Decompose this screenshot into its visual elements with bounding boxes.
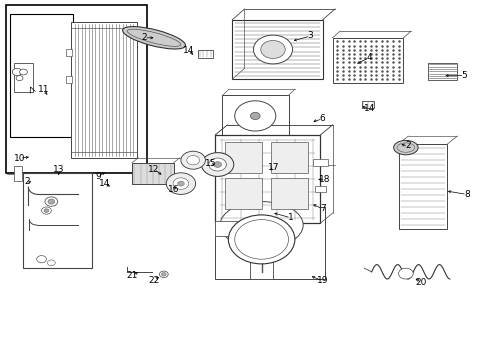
Bar (271, 142, 307, 173)
Bar (10, 14, 73, 137)
Text: 14: 14 (99, 179, 111, 188)
Text: 17: 17 (267, 163, 279, 172)
Bar (215, 207, 325, 279)
Ellipse shape (208, 158, 226, 171)
Ellipse shape (20, 69, 27, 75)
Ellipse shape (181, 151, 205, 169)
Text: 2: 2 (405, 141, 410, 150)
Bar (232, 20, 322, 79)
Ellipse shape (396, 143, 414, 152)
Bar (332, 38, 403, 83)
Ellipse shape (398, 268, 412, 279)
Text: 9: 9 (95, 172, 101, 181)
Bar (398, 144, 447, 229)
Text: 7: 7 (319, 204, 325, 213)
Text: 2: 2 (24, 177, 30, 186)
Ellipse shape (37, 256, 46, 263)
Ellipse shape (12, 68, 22, 76)
Bar (224, 178, 261, 209)
Text: 11: 11 (38, 85, 50, 94)
Bar (312, 159, 327, 166)
Ellipse shape (48, 199, 55, 204)
Bar (14, 166, 22, 181)
Bar (132, 163, 173, 184)
Bar (222, 95, 288, 137)
Bar (215, 221, 254, 236)
Bar (23, 173, 92, 268)
Text: 14: 14 (182, 46, 194, 55)
Text: 21: 21 (126, 271, 138, 280)
Bar (6, 5, 146, 173)
Text: 4: 4 (366, 53, 371, 62)
Text: 16: 16 (167, 184, 179, 194)
Text: 13: 13 (53, 165, 64, 174)
Ellipse shape (250, 112, 260, 120)
Ellipse shape (44, 209, 49, 212)
Text: 1: 1 (287, 213, 293, 222)
Ellipse shape (260, 40, 285, 58)
Ellipse shape (166, 173, 195, 194)
Ellipse shape (201, 153, 233, 176)
Text: 14: 14 (363, 104, 374, 112)
Text: 19: 19 (316, 276, 328, 285)
Ellipse shape (220, 202, 303, 248)
Ellipse shape (45, 197, 58, 206)
Bar (14, 63, 33, 92)
Text: 22: 22 (148, 276, 160, 284)
Bar (250, 259, 272, 279)
Ellipse shape (186, 156, 199, 165)
Text: 8: 8 (463, 190, 469, 199)
Text: 18: 18 (319, 175, 330, 184)
Text: 2: 2 (141, 33, 147, 42)
Text: 3: 3 (307, 31, 313, 40)
Text: 10: 10 (14, 154, 25, 163)
Ellipse shape (47, 260, 55, 266)
Ellipse shape (159, 271, 168, 278)
Bar (224, 142, 261, 173)
Ellipse shape (393, 140, 417, 155)
Bar (215, 135, 320, 223)
Ellipse shape (41, 207, 51, 214)
Ellipse shape (122, 27, 185, 49)
Text: 20: 20 (415, 278, 427, 287)
Ellipse shape (213, 162, 221, 167)
Bar (427, 63, 456, 80)
Bar (198, 50, 212, 58)
Text: 12: 12 (148, 165, 160, 174)
Ellipse shape (177, 181, 184, 186)
Text: 15: 15 (204, 159, 216, 168)
Ellipse shape (234, 220, 288, 259)
Bar (71, 22, 137, 158)
Bar (66, 76, 72, 83)
Bar (66, 49, 72, 56)
Ellipse shape (253, 35, 292, 64)
Ellipse shape (127, 29, 181, 46)
Bar (315, 186, 325, 192)
Ellipse shape (16, 76, 23, 81)
Ellipse shape (234, 101, 275, 131)
Text: 5: 5 (461, 71, 467, 80)
Bar (361, 101, 373, 108)
Ellipse shape (228, 215, 294, 264)
Ellipse shape (161, 273, 166, 276)
Bar (271, 178, 307, 209)
Text: 6: 6 (319, 114, 325, 123)
Ellipse shape (173, 178, 188, 189)
